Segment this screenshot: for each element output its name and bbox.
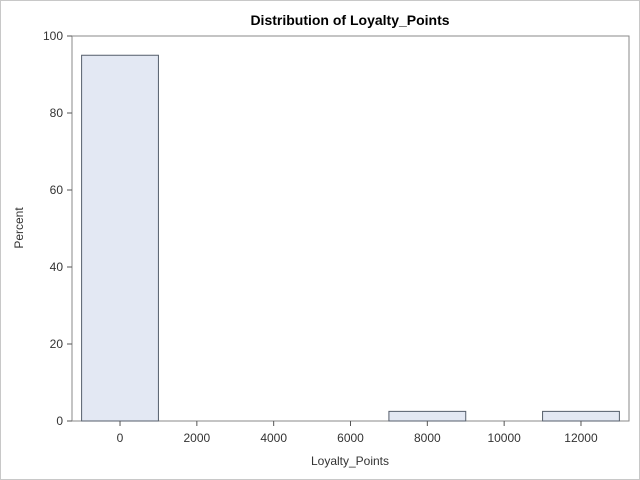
y-tick-label-0: 0 xyxy=(56,414,63,428)
x-tick-label-2: 4000 xyxy=(260,431,287,445)
y-tick-label-2: 40 xyxy=(50,260,64,274)
x-tick-label-4: 8000 xyxy=(414,431,441,445)
x-axis: 0 2000 4000 6000 8000 10000 12000 xyxy=(117,421,598,445)
y-axis-label: Percent xyxy=(12,207,26,249)
bars-group xyxy=(81,54,620,422)
y-tick-label-1: 20 xyxy=(50,337,64,351)
x-tick-label-1: 2000 xyxy=(183,431,210,445)
x-tick-label-6: 12000 xyxy=(564,431,598,445)
bar-2 xyxy=(542,410,620,422)
x-tick-label-0: 0 xyxy=(117,431,124,445)
x-tick-label-5: 10000 xyxy=(487,431,521,445)
y-tick-label-4: 80 xyxy=(50,106,64,120)
x-tick-label-3: 6000 xyxy=(337,431,364,445)
y-tick-label-3: 60 xyxy=(50,183,64,197)
chart-title: Distribution of Loyalty_Points xyxy=(250,12,449,28)
bar-0 xyxy=(81,54,159,422)
x-axis-label: Loyalty_Points xyxy=(311,454,389,468)
y-axis: 0 20 40 60 80 100 xyxy=(43,29,72,428)
bar-1 xyxy=(388,410,467,422)
y-tick-label-5: 100 xyxy=(43,29,63,43)
